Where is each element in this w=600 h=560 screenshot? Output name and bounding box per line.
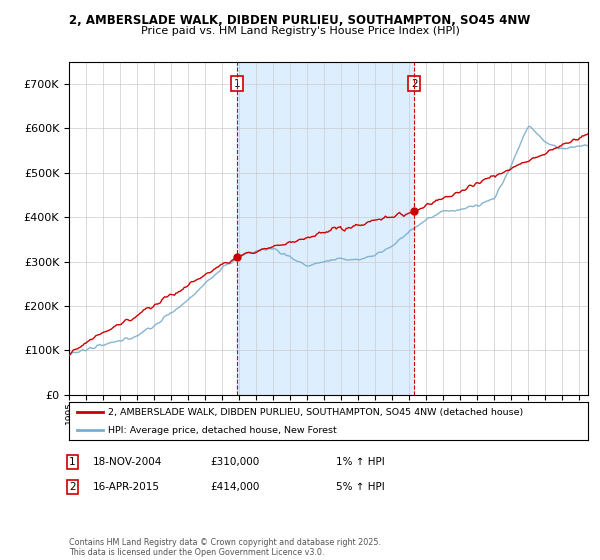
- Text: 16-APR-2015: 16-APR-2015: [93, 482, 160, 492]
- Text: Price paid vs. HM Land Registry's House Price Index (HPI): Price paid vs. HM Land Registry's House …: [140, 26, 460, 36]
- Text: 2: 2: [411, 79, 418, 89]
- Text: Contains HM Land Registry data © Crown copyright and database right 2025.
This d: Contains HM Land Registry data © Crown c…: [69, 538, 381, 557]
- Text: 1: 1: [69, 457, 76, 467]
- Text: 18-NOV-2004: 18-NOV-2004: [93, 457, 163, 467]
- Text: HPI: Average price, detached house, New Forest: HPI: Average price, detached house, New …: [108, 426, 337, 435]
- Text: 2, AMBERSLADE WALK, DIBDEN PURLIEU, SOUTHAMPTON, SO45 4NW (detached house): 2, AMBERSLADE WALK, DIBDEN PURLIEU, SOUT…: [108, 408, 523, 417]
- Text: 1% ↑ HPI: 1% ↑ HPI: [336, 457, 385, 467]
- Text: 1: 1: [234, 79, 241, 89]
- Bar: [237, 62, 414, 395]
- Text: £414,000: £414,000: [210, 482, 259, 492]
- Text: 2: 2: [69, 482, 76, 492]
- Text: £310,000: £310,000: [210, 457, 259, 467]
- Text: 2, AMBERSLADE WALK, DIBDEN PURLIEU, SOUTHAMPTON, SO45 4NW: 2, AMBERSLADE WALK, DIBDEN PURLIEU, SOUT…: [70, 14, 530, 27]
- Text: 5% ↑ HPI: 5% ↑ HPI: [336, 482, 385, 492]
